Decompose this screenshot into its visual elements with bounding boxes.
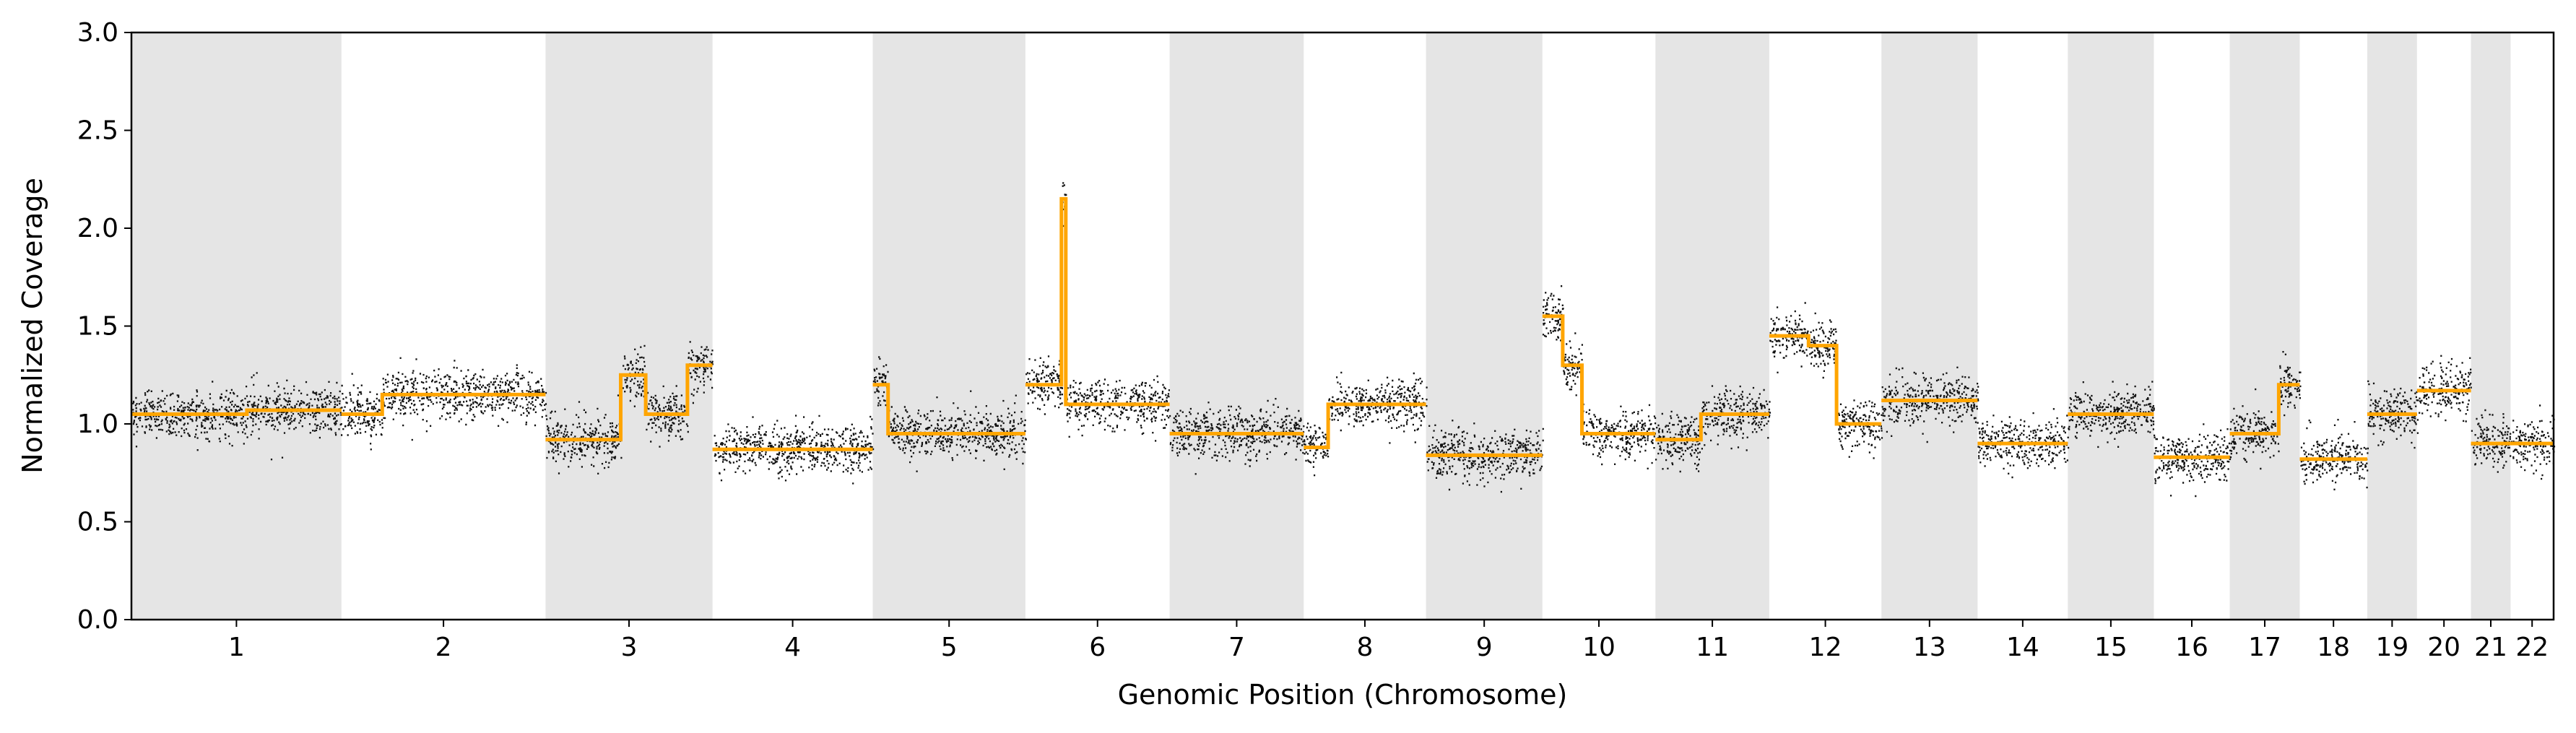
segment-chr-17: [2229, 383, 2300, 435]
band-chr-3: [545, 32, 713, 620]
points-chr-10: [1542, 285, 1657, 469]
segment-chr-3: [545, 363, 713, 442]
x-tick-label: 14: [2006, 633, 2039, 662]
band-chr-5: [872, 32, 1025, 620]
segment-chr-1: [131, 408, 342, 416]
segment-chr-8: [1304, 402, 1426, 449]
coverage-points: [132, 182, 2556, 498]
x-tick-label: 22: [2515, 633, 2549, 662]
y-tick-label: 2.5: [77, 116, 118, 146]
x-tick-label: 15: [2094, 633, 2128, 662]
x-tick-label: 13: [1913, 633, 1946, 662]
band-chr-13: [1881, 32, 1978, 620]
x-tick-label: 21: [2474, 633, 2507, 662]
x-tick-label: 3: [621, 633, 638, 662]
points-chr-2: [342, 357, 547, 451]
segment-chr-2: [341, 392, 546, 416]
band-chr-9: [1426, 32, 1543, 620]
points-chr-9: [1426, 420, 1544, 493]
band-chr-1: [131, 32, 342, 620]
plot-frame: [130, 31, 2555, 621]
x-tick-label: 8: [1356, 633, 1373, 662]
points-chr-16: [2154, 423, 2232, 498]
x-tick-label: 4: [784, 633, 801, 662]
x-tick-label: 11: [1696, 633, 1729, 662]
y-tick-label: 0.5: [77, 508, 118, 537]
x-tick-label: 6: [1089, 633, 1106, 662]
segment-chr-6: [1025, 196, 1170, 407]
x-axis-label: Genomic Position (Chromosome): [1118, 679, 1568, 711]
x-tick-label: 5: [941, 633, 958, 662]
segment-chr-5: [872, 383, 1025, 435]
x-tick-label: 7: [1228, 633, 1245, 662]
y-tick-label: 1.0: [77, 409, 118, 439]
x-tick-label: 19: [2375, 633, 2408, 662]
y-tick-label: 0.0: [77, 605, 118, 635]
x-tick-label: 17: [2248, 633, 2281, 662]
y-axis: 0.0 0.5 1.0 1.5 2.0 2.5 3.0: [77, 18, 131, 635]
y-tick-label: 3.0: [77, 18, 118, 48]
x-tick-label: 12: [1809, 633, 1842, 662]
x-tick-label: 10: [1582, 633, 1616, 662]
points-chr-20: [2417, 355, 2472, 422]
segment-chr-10: [1542, 314, 1656, 435]
x-axis: 1 2 3 4 5 6 7 8 9 10 11 12 13 14 15 16 17 18 19 20 21 22: [228, 620, 2549, 662]
segment-chr-12: [1769, 334, 1882, 426]
points-chr-15: [2068, 381, 2156, 448]
chromosome-bands: [131, 32, 2511, 620]
points-chr-18: [2300, 419, 2369, 490]
y-axis-label: Normalized Coverage: [17, 178, 48, 474]
band-chr-7: [1169, 32, 1304, 620]
points-chr-12: [1769, 302, 1883, 459]
segment-chr-11: [1655, 412, 1769, 442]
points-chr-11: [1656, 385, 1771, 473]
points-chr-17: [2229, 351, 2302, 470]
band-chr-19: [2367, 32, 2417, 620]
x-tick-label: 20: [2427, 633, 2460, 662]
x-tick-label: 16: [2175, 633, 2208, 662]
band-chr-21: [2471, 32, 2511, 620]
x-tick-label: 18: [2317, 633, 2350, 662]
x-tick-label: 1: [228, 633, 245, 662]
points-chr-3: [545, 341, 714, 474]
band-chr-17: [2229, 32, 2300, 620]
x-tick-label: 2: [435, 633, 452, 662]
segment-lines: [131, 196, 2554, 461]
y-tick-label: 1.5: [77, 312, 118, 342]
points-chr-8: [1304, 371, 1428, 477]
band-chr-11: [1655, 32, 1769, 620]
x-tick-label: 9: [1476, 633, 1493, 662]
band-chr-15: [2068, 32, 2154, 620]
points-chr-6: [1025, 182, 1171, 442]
y-tick-label: 2.0: [77, 214, 118, 243]
